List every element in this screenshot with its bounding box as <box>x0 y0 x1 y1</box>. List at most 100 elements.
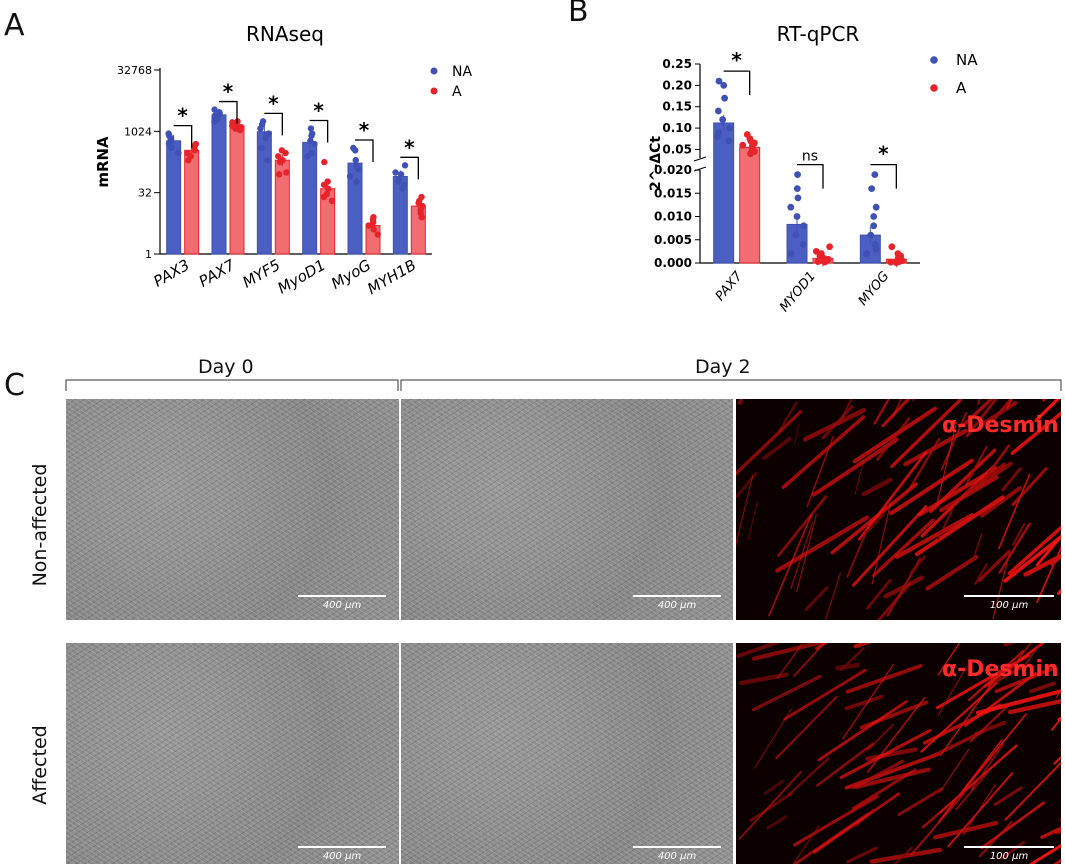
chart-title: RNAseq <box>246 22 324 46</box>
x-tick-label: MYOG <box>856 269 893 309</box>
myotube-fiber <box>914 495 1005 557</box>
data-point <box>867 231 875 239</box>
data-point <box>211 112 219 119</box>
myotube-fiber <box>933 730 983 757</box>
bar <box>713 122 735 264</box>
data-point <box>304 153 311 160</box>
data-point <box>236 126 244 134</box>
data-point <box>308 132 315 139</box>
bar <box>229 125 245 255</box>
significance-bracket <box>355 139 374 162</box>
myotube-fiber <box>762 436 792 460</box>
myotube-fiber <box>992 552 1011 620</box>
y-tick-label: 0.15 <box>662 100 692 114</box>
myotube-fiber <box>939 680 994 756</box>
bar <box>211 114 227 255</box>
data-point <box>276 171 283 178</box>
data-point <box>369 216 377 223</box>
data-point <box>739 141 747 149</box>
myotube-fiber <box>925 555 979 591</box>
x-tick-label: PAX3 <box>150 256 192 291</box>
scalebar <box>298 846 386 848</box>
data-point <box>714 133 721 141</box>
desmin-label: α-Desmin <box>942 413 1059 438</box>
myotube-fiber <box>937 508 954 541</box>
myotube-fiber <box>939 475 999 513</box>
myotube-fiber <box>866 579 892 610</box>
y-tick-label: 0.005 <box>654 233 692 247</box>
data-point <box>719 116 727 123</box>
scalebar <box>964 595 1054 597</box>
myotube-fiber <box>937 666 967 716</box>
myotube-fiber <box>1001 467 1022 492</box>
myotube-fiber <box>846 846 878 864</box>
myotube-fiber <box>1011 467 1048 507</box>
myotube-fiber <box>1009 643 1032 672</box>
myotube-fiber <box>736 410 803 476</box>
data-point <box>211 118 218 125</box>
significance-label: * <box>878 142 889 166</box>
myotube-fiber <box>890 399 962 468</box>
myotube-fiber <box>1011 523 1026 546</box>
bar <box>302 141 318 255</box>
data-point <box>826 243 834 251</box>
myotube-fiber <box>738 770 802 840</box>
data-point <box>747 150 754 158</box>
day-brackets <box>65 379 1062 391</box>
myotube-fiber <box>921 780 977 829</box>
myotube-fiber <box>1040 826 1061 839</box>
myotube-fiber <box>838 399 853 426</box>
data-point <box>191 147 199 154</box>
day0-bracket <box>65 379 399 391</box>
myotube-fiber <box>972 532 983 561</box>
myotube-fiber <box>739 399 744 405</box>
myotube-fiber <box>766 815 787 830</box>
row-label-non-affected: Non-affected <box>29 463 51 587</box>
myotube-fiber <box>987 664 1026 687</box>
myotube-fiber <box>1023 553 1061 577</box>
x-tick-label: PAX7 <box>196 256 239 291</box>
myotube-fiber <box>897 787 944 817</box>
myotube-fiber <box>852 505 928 587</box>
data-point <box>311 140 318 148</box>
myotube-fiber <box>909 437 941 489</box>
data-point <box>352 147 359 154</box>
myotube-fiber <box>1007 525 1061 576</box>
data-point <box>325 185 332 192</box>
x-tick-label: MYH1B <box>364 256 419 298</box>
y-tick-label: 0.25 <box>662 57 692 71</box>
panel-letter-c: C <box>4 368 25 403</box>
data-point <box>399 185 406 192</box>
myotube-fiber <box>1053 755 1061 765</box>
data-point <box>870 222 878 230</box>
myotube-fiber <box>994 667 1054 694</box>
myotube-fiber <box>793 825 820 864</box>
significance-label: * <box>313 99 324 123</box>
myotube-fiber <box>1057 716 1061 722</box>
significance-bracket <box>173 124 193 148</box>
myotube-fiber <box>979 400 1018 427</box>
myotube-fiber <box>787 757 830 796</box>
data-point <box>868 185 876 193</box>
micrograph-affected-day0: 400 μm <box>66 643 399 864</box>
data-point <box>787 250 795 258</box>
bar <box>739 146 761 264</box>
significance-label: * <box>223 80 234 104</box>
myotube-fiber <box>1003 534 1061 583</box>
legend-marker <box>430 67 438 75</box>
myotube-fiber <box>867 697 926 773</box>
rnaseq-chart: RNAseqmRNA132102432768*PAX3*PAX7*MYF5*My… <box>94 22 472 298</box>
myotube-fiber <box>977 444 1011 488</box>
myotube-fiber <box>983 643 1045 688</box>
myotube-fiber <box>854 460 865 496</box>
data-point <box>166 132 173 139</box>
data-point <box>353 178 360 185</box>
data-point <box>185 157 192 164</box>
axis-break-mark <box>693 156 707 162</box>
data-point <box>307 125 315 132</box>
data-point <box>401 162 409 169</box>
myotube-fiber <box>940 411 967 471</box>
myotube-fiber <box>854 767 931 789</box>
myotube-fiber <box>865 747 918 761</box>
myotube-fiber <box>869 847 943 864</box>
